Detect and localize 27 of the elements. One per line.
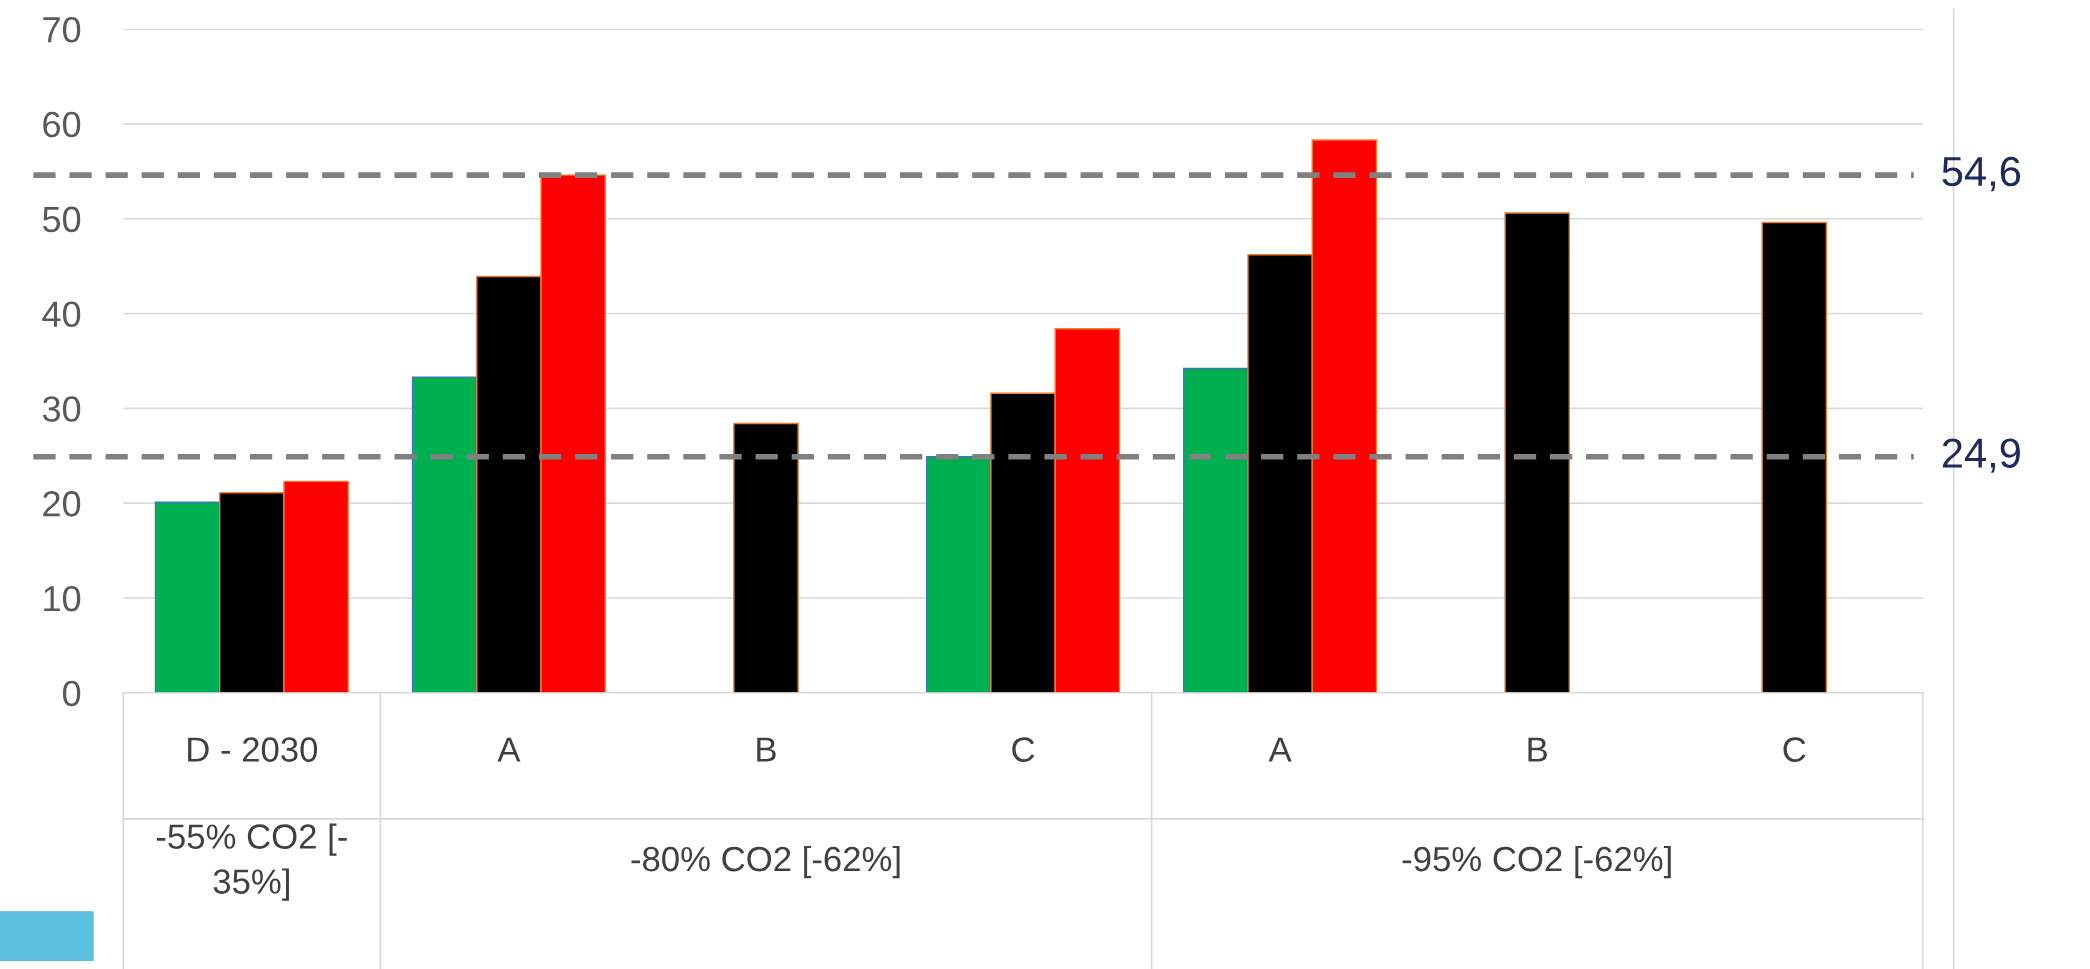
ref-line-label: 24,9 bbox=[1942, 438, 2020, 473]
x-tick-label: B bbox=[757, 737, 776, 762]
x-tick-label: C bbox=[1783, 737, 1806, 762]
y-tick-label: 70 bbox=[43, 16, 81, 43]
x-tick-label: D - 2030 bbox=[188, 737, 318, 762]
bar bbox=[925, 456, 992, 693]
bar bbox=[1504, 212, 1571, 693]
y-tick-label: 60 bbox=[43, 111, 81, 138]
text: -80% CO2 [-62%] bbox=[631, 845, 900, 879]
bar bbox=[733, 422, 799, 693]
x-tick-label: A bbox=[497, 737, 521, 762]
bar bbox=[154, 501, 221, 693]
y-tick-label: 20 bbox=[43, 491, 81, 517]
text: -95% CO2 [-62%] bbox=[1402, 845, 1671, 879]
y-tick-label: 50 bbox=[42, 206, 81, 233]
bar bbox=[411, 376, 478, 693]
y-tick-label: 0 bbox=[62, 680, 81, 707]
y-tick-label: 10 bbox=[44, 585, 81, 612]
ref-line-label: 54,6 bbox=[1942, 156, 2021, 192]
bar bbox=[1761, 221, 1828, 693]
y-tick-label: 40 bbox=[42, 301, 81, 327]
x-tick-label: B bbox=[1528, 737, 1547, 762]
y-tick-label: 30 bbox=[42, 396, 81, 422]
x-tick-label: A bbox=[1268, 737, 1292, 762]
x-tick-label: C bbox=[1012, 737, 1035, 762]
text: -55% CO2 [- 35%] bbox=[156, 823, 347, 901]
bar bbox=[1183, 367, 1249, 693]
